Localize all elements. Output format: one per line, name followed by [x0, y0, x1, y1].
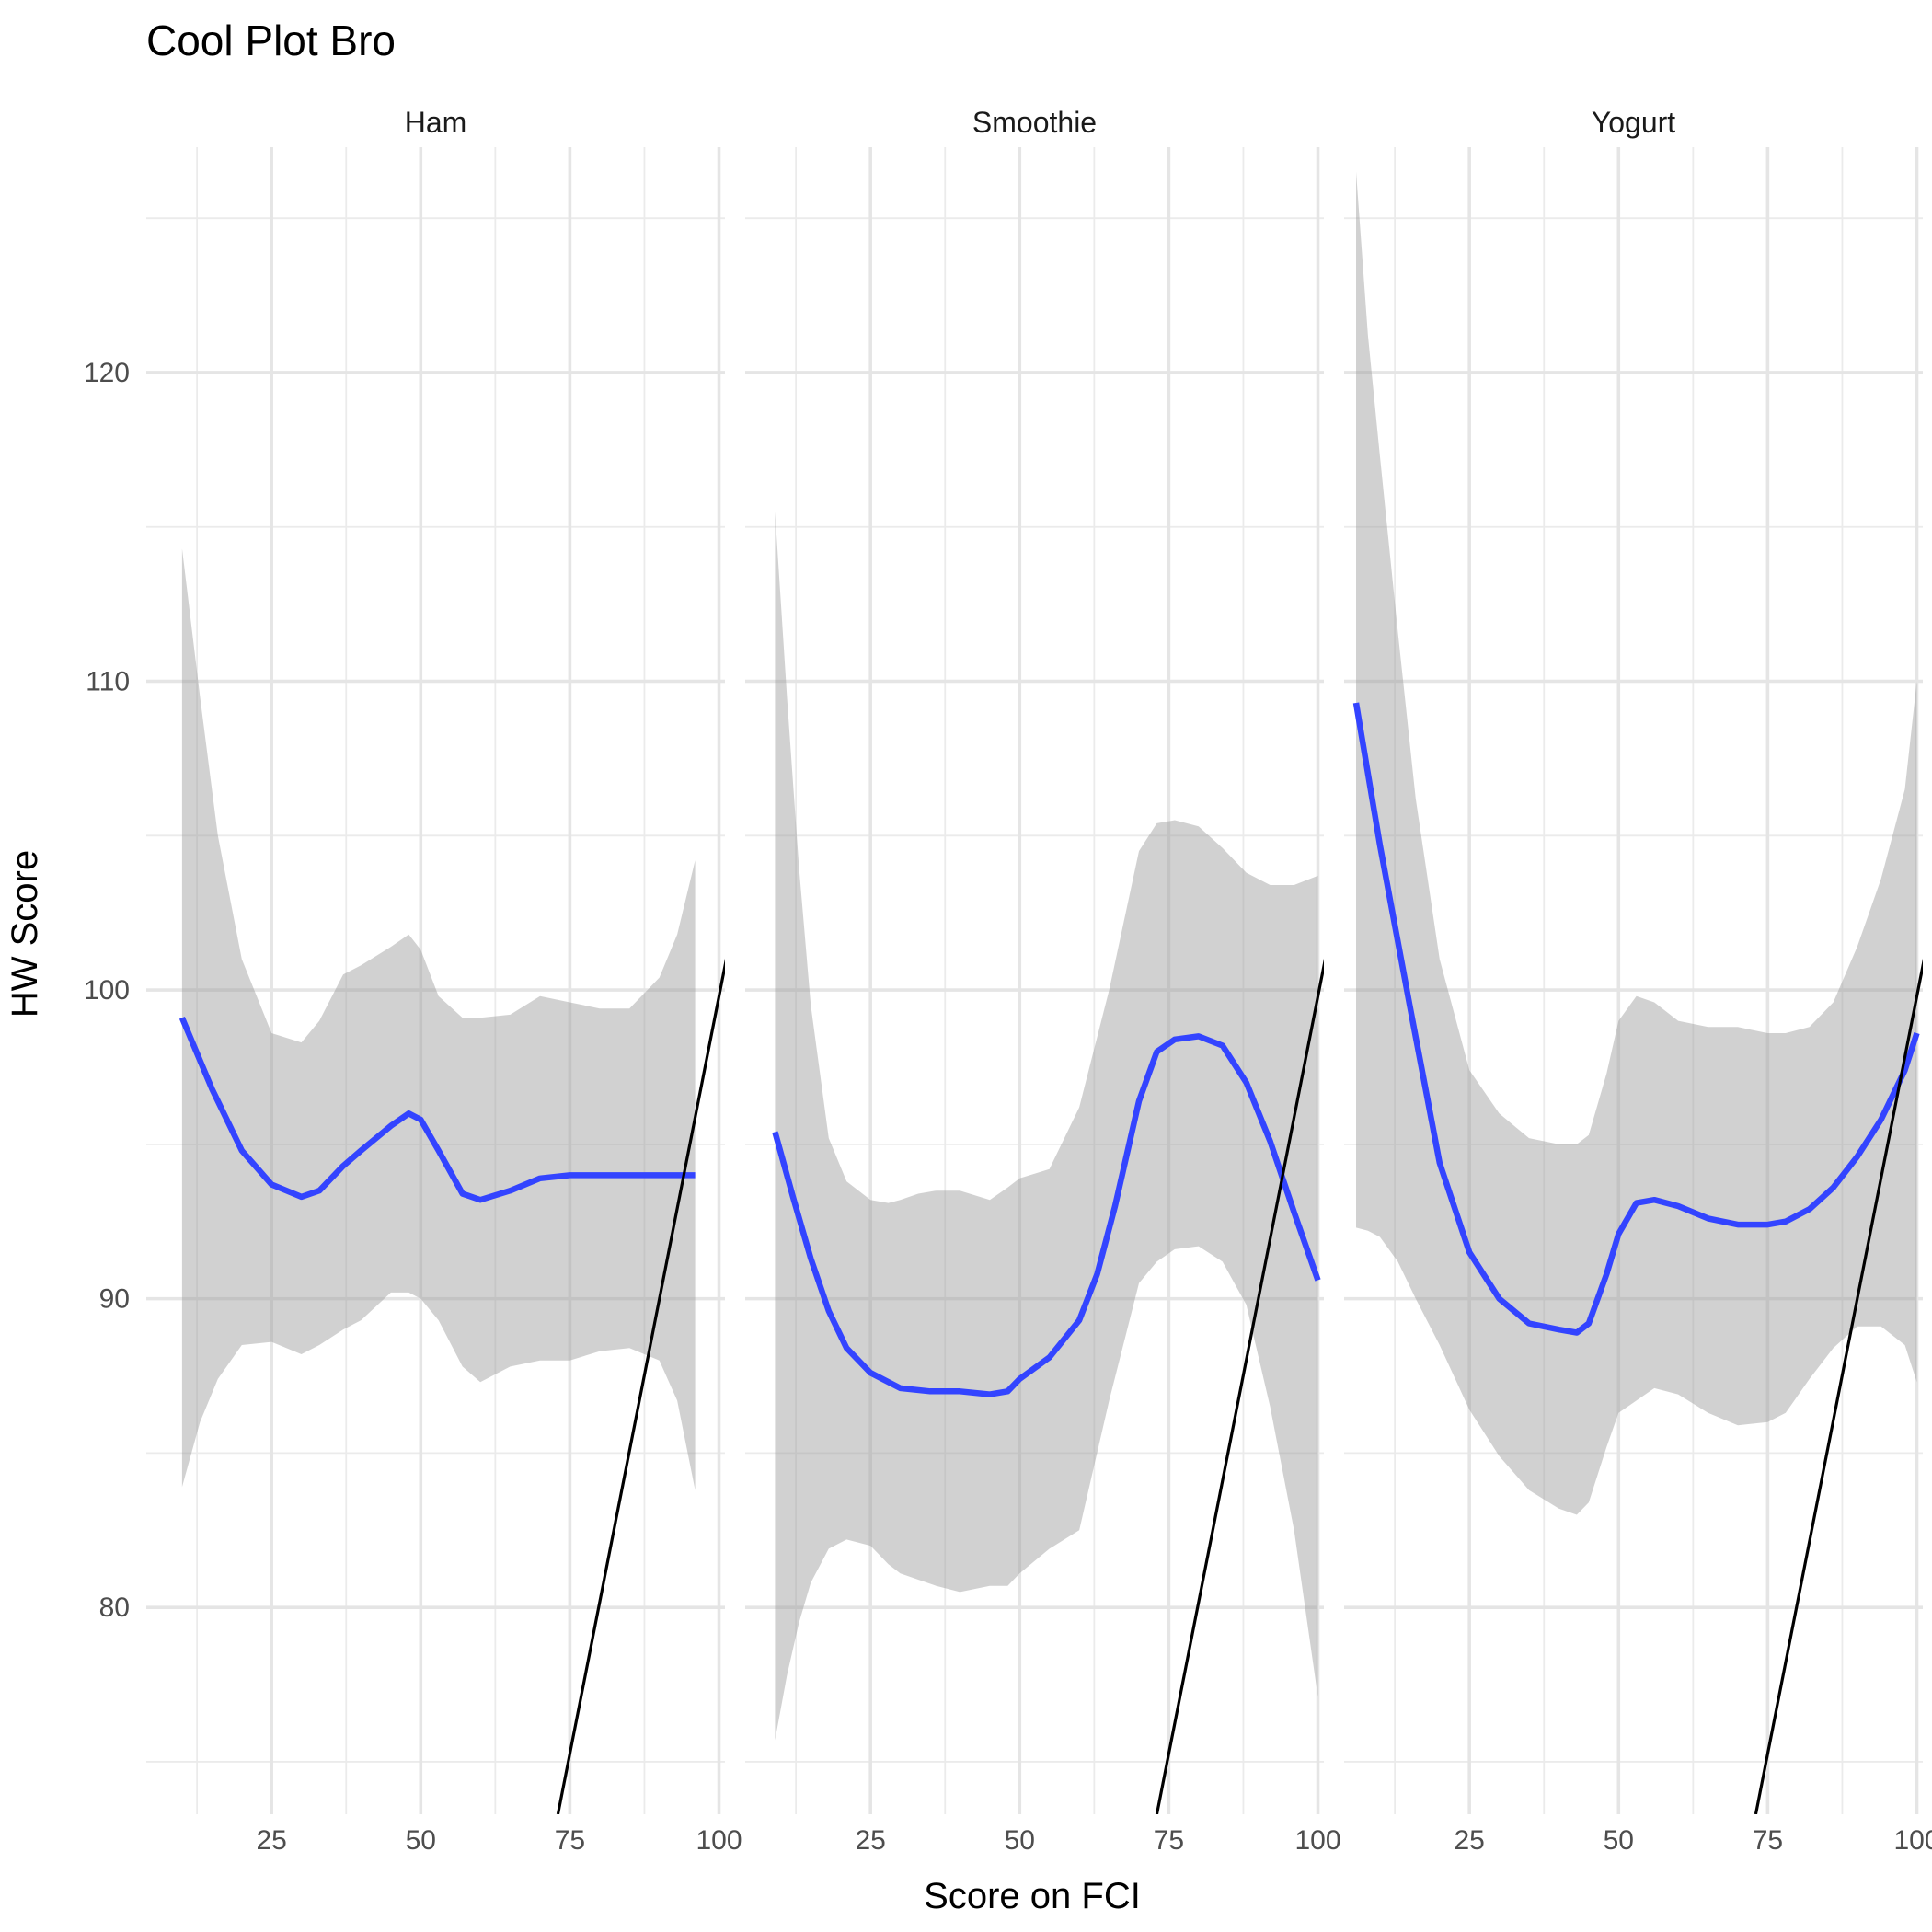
x-tick-label: 50	[1604, 1825, 1634, 1856]
y-tick-label: 110	[86, 667, 130, 697]
x-tick-label: 75	[1753, 1825, 1783, 1856]
smooth-line-ham	[178, 1017, 696, 1203]
facet-panels: Ham 25 50 75 100 Smoothie 25 50 75 100 Yogurt 25 50 7…	[146, 106, 1932, 1856]
x-tick-label: 25	[855, 1825, 885, 1856]
x-tick-label: 75	[555, 1825, 585, 1856]
smooth-line-yogurt	[1352, 702, 1920, 1336]
x-tick-label: 100	[1893, 1825, 1932, 1856]
confidence-band-ham	[181, 548, 696, 1490]
facet-ham: Ham 25 50 75 100	[146, 106, 742, 1856]
x-tick-label: 100	[1294, 1825, 1340, 1856]
confidence-band-yogurt	[1356, 171, 1917, 1515]
confidence-band-smoothie	[775, 512, 1318, 1741]
x-tick-label: 50	[406, 1825, 436, 1856]
facet-strip-label: Yogurt	[1592, 106, 1675, 139]
y-tick-label: 80	[99, 1593, 130, 1623]
y-tick-label: 100	[84, 975, 130, 1006]
facet-strip-label: Ham	[405, 106, 467, 139]
y-axis-title: HW Score	[5, 850, 45, 1018]
chart-title: Cool Plot Bro	[146, 17, 396, 64]
x-tick-label: 50	[1005, 1825, 1035, 1856]
y-tick-label: 120	[84, 358, 130, 388]
facet-strip-label: Smoothie	[972, 106, 1097, 139]
x-tick-label: 100	[696, 1825, 742, 1856]
x-axis-title: Score on FCI	[924, 1876, 1141, 1916]
x-tick-label: 25	[1454, 1825, 1484, 1856]
x-tick-label: 25	[256, 1825, 286, 1856]
reference-line-ham	[556, 958, 725, 1814]
y-tick-label: 90	[99, 1284, 130, 1315]
smooth-line-smoothie	[772, 1033, 1321, 1397]
facet-smoothie: Smoothie 25 50 75 100	[745, 106, 1341, 1856]
x-tick-label: 75	[1154, 1825, 1184, 1856]
facet-yogurt: Yogurt 25 50 75 100	[1344, 106, 1932, 1856]
reference-line-smoothie	[1155, 958, 1324, 1814]
y-axis-tick-labels: 80 90 100 110 120	[84, 358, 130, 1623]
reference-line-yogurt	[1754, 958, 1923, 1814]
